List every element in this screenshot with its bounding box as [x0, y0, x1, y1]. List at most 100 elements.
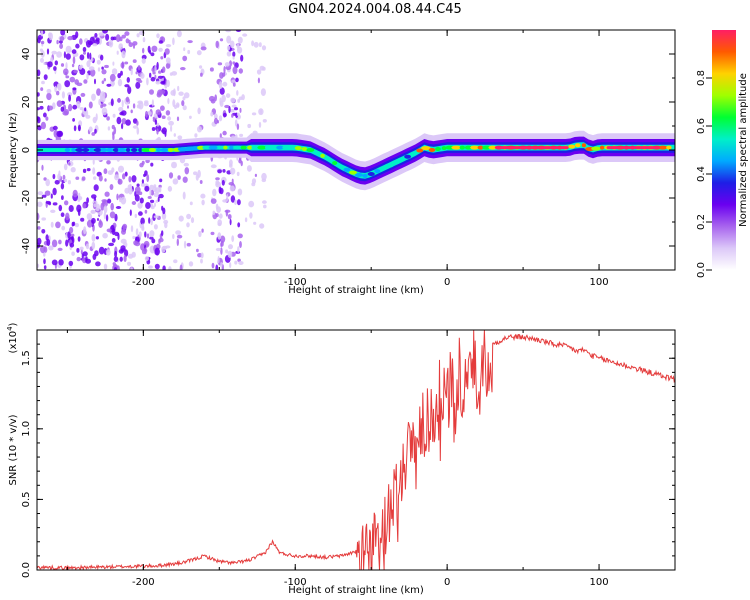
- noise-speck: [143, 247, 147, 255]
- noise-speck: [108, 242, 115, 247]
- ridge-core: [384, 163, 394, 168]
- noise-speck: [148, 217, 151, 224]
- noise-speck: [45, 178, 50, 187]
- noise-speck: [37, 37, 41, 44]
- noise-speck: [126, 77, 130, 83]
- noise-speck: [234, 260, 238, 265]
- noise-speck: [72, 221, 76, 226]
- noise-speck: [69, 242, 75, 248]
- ridge-core: [404, 154, 411, 159]
- spectrogram-xlabel: Height of straight line (km): [288, 285, 424, 296]
- noise-speck: [41, 217, 46, 221]
- snr-scale-label: (x104): [6, 322, 19, 353]
- noise-speck: [103, 211, 107, 220]
- noise-speck: [195, 174, 199, 181]
- noise-speck: [209, 67, 214, 72]
- noise-speck: [231, 104, 237, 108]
- noise-speck: [69, 226, 74, 234]
- noise-speck: [210, 231, 215, 236]
- noise-speck: [40, 87, 44, 91]
- noise-speck: [215, 264, 219, 270]
- noise-speck: [158, 238, 161, 244]
- noise-speck: [119, 256, 123, 262]
- noise-speck: [94, 128, 97, 134]
- spectrogram-x-tick-label: -100: [284, 277, 307, 288]
- noise-speck: [118, 165, 124, 173]
- noise-speck: [237, 222, 241, 228]
- ridge-core: [233, 145, 242, 150]
- noise-speck: [68, 103, 73, 112]
- noise-speck: [117, 178, 123, 185]
- noise-speck: [177, 175, 181, 180]
- noise-speck: [193, 171, 198, 176]
- ridge-core: [269, 145, 279, 150]
- noise-speck: [177, 135, 183, 140]
- noise-speck: [37, 107, 41, 111]
- noise-speck: [58, 204, 63, 212]
- noise-speck: [63, 178, 68, 183]
- noise-speck: [230, 97, 236, 103]
- noise-speck: [221, 94, 226, 103]
- noise-speck: [121, 99, 124, 108]
- noise-speck: [222, 112, 227, 118]
- noise-speck: [151, 45, 158, 52]
- noise-speck: [134, 213, 137, 218]
- noise-speck: [220, 240, 224, 247]
- noise-speck: [220, 262, 223, 268]
- noise-speck: [79, 68, 86, 75]
- spectrogram-y-tick-label: -20: [21, 190, 32, 206]
- colorbar-axes: 0.0 0.2 0.4 0.6 0.8: [696, 70, 712, 278]
- noise-speck: [158, 47, 163, 52]
- noise-speck: [61, 91, 65, 99]
- noise-speck: [251, 40, 255, 47]
- ridge-core: [362, 173, 368, 178]
- noise-speck: [94, 78, 96, 85]
- noise-speck: [68, 162, 71, 166]
- noise-speck: [103, 205, 108, 214]
- snr-plot-area: [37, 330, 675, 570]
- ridge-core: [459, 145, 465, 150]
- spectrogram-noise: [37, 30, 267, 270]
- noise-speck: [52, 173, 56, 180]
- noise-speck: [91, 93, 96, 102]
- noise-speck: [67, 92, 73, 97]
- noise-speck: [235, 77, 239, 83]
- noise-speck: [164, 84, 168, 89]
- snr-xlabel: Height of straight line (km): [288, 585, 424, 596]
- noise-speck: [76, 100, 81, 109]
- noise-speck: [239, 107, 242, 113]
- noise-speck: [224, 104, 230, 109]
- noise-speck: [229, 262, 232, 269]
- noise-speck: [79, 246, 84, 251]
- noise-speck: [260, 88, 266, 96]
- noise-speck: [65, 75, 70, 79]
- noise-speck: [106, 116, 110, 121]
- noise-speck: [60, 30, 66, 36]
- noise-speck: [168, 120, 175, 126]
- noise-speck: [200, 252, 204, 259]
- colorbar-label: Normalized spectral amplitude: [738, 73, 749, 227]
- noise-speck: [114, 267, 117, 270]
- noise-speck: [136, 120, 139, 126]
- noise-speck: [189, 201, 193, 206]
- noise-speck: [77, 124, 81, 132]
- noise-speck: [64, 80, 71, 88]
- noise-speck: [154, 263, 160, 270]
- noise-speck: [121, 118, 127, 125]
- noise-speck: [76, 204, 82, 213]
- noise-speck: [259, 65, 265, 71]
- noise-speck: [176, 116, 180, 122]
- noise-speck: [110, 202, 114, 211]
- noise-speck: [201, 199, 205, 206]
- noise-speck: [37, 212, 40, 221]
- noise-speck: [124, 249, 129, 257]
- noise-speck: [225, 30, 232, 33]
- noise-speck: [103, 78, 107, 82]
- noise-speck: [37, 201, 43, 208]
- noise-speck: [259, 223, 265, 229]
- noise-speck: [133, 240, 138, 246]
- noise-speck: [116, 98, 122, 103]
- ridge-core: [470, 145, 479, 150]
- noise-speck: [112, 36, 117, 41]
- noise-speck: [234, 199, 237, 205]
